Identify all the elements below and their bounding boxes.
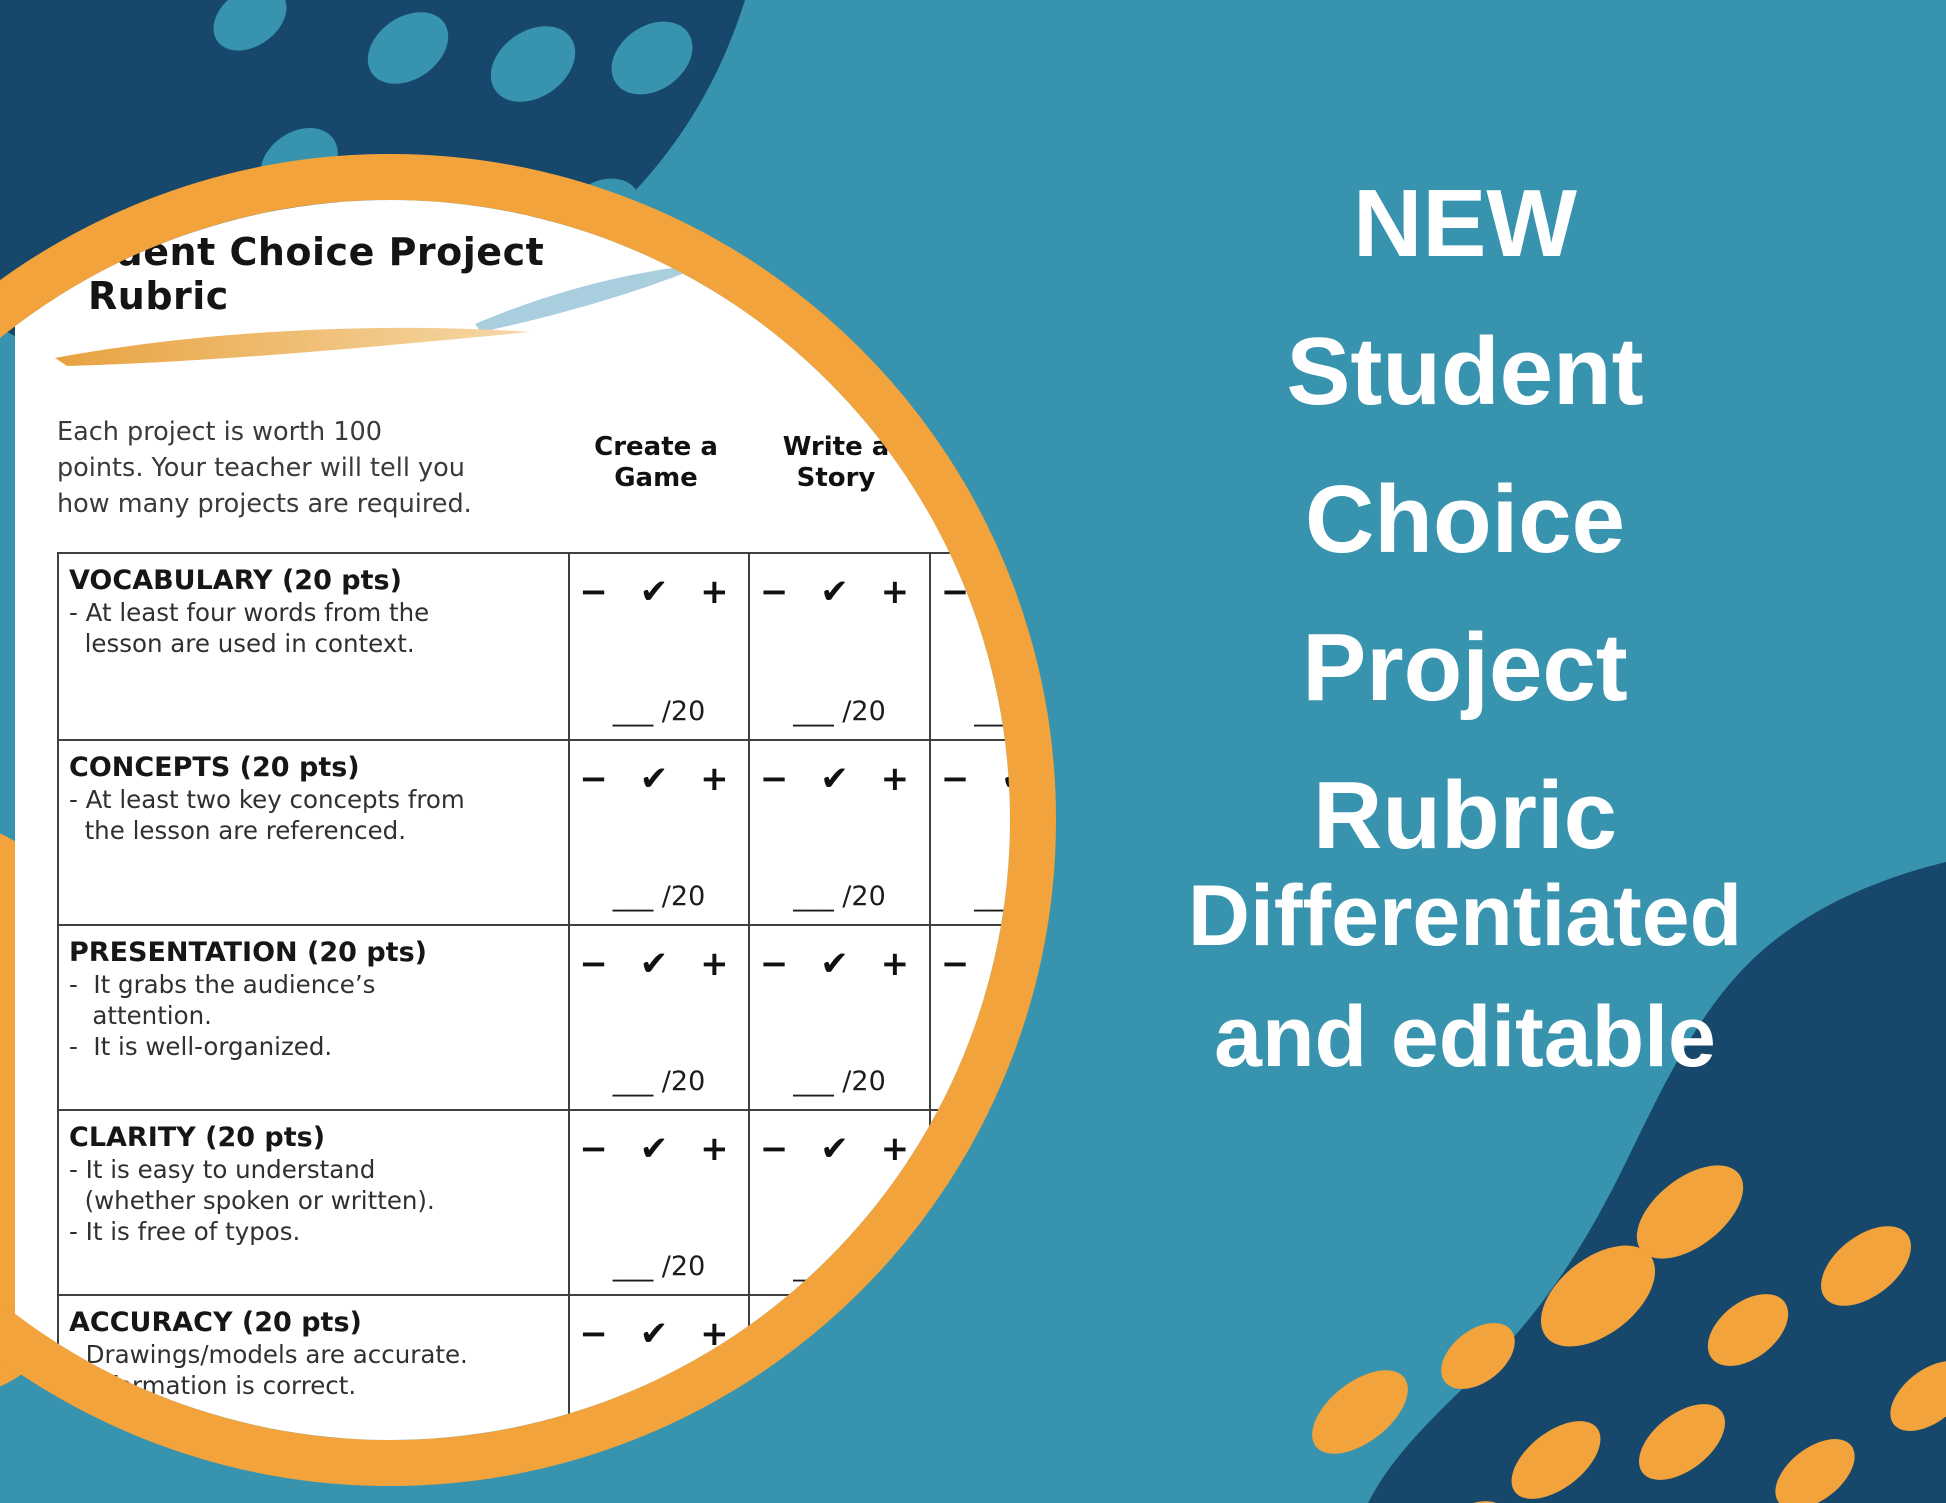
criteria-cell: PRESENTATION (20 pts) - It grabs the aud… <box>59 926 568 1109</box>
score-cell: − ✔ + ___ /20 <box>929 1111 1050 1294</box>
criteria-detail: - At least four words from the <box>69 598 430 627</box>
score-scale-minus-check-plus: − ✔ + <box>759 1129 920 1169</box>
criteria-detail: - It is free of typos. <box>69 1217 301 1246</box>
score-scale-minus-check-plus: − ✔ + <box>579 1129 739 1169</box>
score-scale-minus-check-plus: − ✔ + <box>579 572 739 612</box>
document-preview-circle: udent Choice Project Rubric Each project… <box>0 154 1056 1486</box>
score-blank-out-of-20: ___ /20 <box>793 1066 886 1097</box>
criteria-cell: VOCABULARY (20 pts) - At least four word… <box>59 554 568 739</box>
score-cell: − ✔ + ___ /20 <box>929 741 1050 924</box>
document-title: udent Choice Project Rubric <box>88 230 545 318</box>
score-cell: − ✔ + ___ /20 <box>568 554 748 739</box>
column-header-create-a-game: Create a Game <box>594 432 718 493</box>
score-blank-out-of-20: ___ /20 <box>612 696 706 727</box>
score-cell: − ✔ + ___ /20 <box>748 554 929 739</box>
score-cell: − ✔ + ___ /20 <box>929 926 1050 1109</box>
criteria-detail: - Drawings/models are accurate. <box>69 1340 468 1369</box>
criteria-cell: CLARITY (20 pts) - It is easy to underst… <box>59 1111 568 1294</box>
table-row: VOCABULARY (20 pts) - At least four word… <box>59 554 1050 741</box>
column-header-write-a-story: Write a Story <box>782 432 890 493</box>
score-scale-minus-check-plus: − ✔ + <box>759 1314 920 1354</box>
score-cell: − ✔ +___ /20 <box>568 1296 748 1440</box>
score-scale-minus-check-plus: − ✔ + <box>579 759 739 799</box>
score-scale-minus-check-plus: − ✔ + <box>940 944 1040 984</box>
document-intro: Each project is worth 100 points. Your te… <box>57 417 472 519</box>
criteria-cell: CONCEPTS (20 pts) - At least two key con… <box>59 741 568 924</box>
criteria-heading: PRESENTATION (20 pts) <box>69 937 428 968</box>
score-blank-out-of-20: ___ /20 <box>612 1251 706 1282</box>
score-cell: − ✔ +___ /20 <box>929 1296 1040 1440</box>
score-scale-minus-check-plus: − ✔ + <box>579 944 739 984</box>
criteria-detail: (whether spoken or written). <box>69 1186 435 1215</box>
score-blank-out-of-20: ___ /20 <box>974 881 1050 912</box>
score-cell: − ✔ + ___ /20 <box>568 741 748 924</box>
criteria-detail: - Information is correct. <box>69 1371 357 1400</box>
criteria-detail: - It is easy to understand <box>69 1155 376 1184</box>
criteria-heading: VOCABULARY (20 pts) <box>69 565 402 596</box>
score-blank-out-of-20: ___ /20 <box>612 1066 706 1097</box>
score-blank-out-of-20: ___ /20 <box>793 881 886 912</box>
rubric-table: VOCABULARY (20 pts) - At least four word… <box>57 552 1050 1440</box>
score-blank-out-of-20: ___ /20 <box>612 881 706 912</box>
score-scale-minus-check-plus: − ✔ + <box>940 759 1040 799</box>
score-blank-out-of-20: ___ /20 <box>793 1251 886 1282</box>
score-blank-out-of-20: ___ /20 <box>974 1251 1050 1282</box>
score-blank-out-of-20: ___ /20 <box>974 1066 1050 1097</box>
score-cell: − ✔ +___ /20 <box>748 1296 929 1440</box>
criteria-detail: - At least two key concepts from <box>69 785 465 814</box>
table-row: ACCURACY (20 pts) - Drawings/models are … <box>59 1296 1040 1440</box>
promo-headline: NEW Student Choice Project Rubric <box>1286 170 1644 869</box>
document-page <box>15 200 1010 1440</box>
score-scale-minus-check-plus: − ✔ + <box>759 944 920 984</box>
score-scale-minus-check-plus: − ✔ + <box>940 1314 1040 1354</box>
swoosh-decoration-icon <box>55 264 707 366</box>
criteria-heading: ACCURACY (20 pts) <box>69 1307 362 1338</box>
promo-subheadline: Differentiated and editable <box>1187 868 1743 1085</box>
score-blank-out-of-20: ___ /20 <box>793 696 886 727</box>
criteria-detail: lesson are used in context. <box>69 629 415 658</box>
criteria-heading: CLARITY (20 pts) <box>69 1122 326 1153</box>
criteria-cell: ACCURACY (20 pts) - Drawings/models are … <box>59 1296 568 1440</box>
score-scale-minus-check-plus: − ✔ + <box>759 759 920 799</box>
table-row: PRESENTATION (20 pts) - It grabs the aud… <box>59 926 1050 1111</box>
score-cell: − ✔ + ___ /20 <box>929 554 1050 739</box>
score-cell: − ✔ + ___ /20 <box>568 926 748 1109</box>
score-cell: − ✔ + ___ /20 <box>748 741 929 924</box>
criteria-detail: - It grabs the audience’s <box>69 970 376 999</box>
score-scale-minus-check-plus: − ✔ + <box>940 572 1040 612</box>
table-row: CONCEPTS (20 pts) - At least two key con… <box>59 741 1050 926</box>
orange-dots-pattern <box>1312 1165 1946 1503</box>
score-cell: − ✔ + ___ /20 <box>748 926 929 1109</box>
criteria-detail: attention. <box>69 1001 212 1030</box>
score-scale-minus-check-plus: − ✔ + <box>940 1129 1040 1169</box>
score-scale-minus-check-plus: − ✔ + <box>579 1314 739 1354</box>
score-cell: − ✔ + ___ /20 <box>748 1111 929 1294</box>
score-scale-minus-check-plus: − ✔ + <box>759 572 920 612</box>
table-row: CLARITY (20 pts) - It is easy to underst… <box>59 1111 1050 1296</box>
score-cell: − ✔ + ___ /20 <box>568 1111 748 1294</box>
criteria-detail: - It is well-organized. <box>69 1032 333 1061</box>
criteria-detail: the lesson are referenced. <box>69 816 407 845</box>
score-blank-out-of-20: ___ /20 <box>974 696 1050 727</box>
criteria-heading: CONCEPTS (20 pts) <box>69 752 360 783</box>
